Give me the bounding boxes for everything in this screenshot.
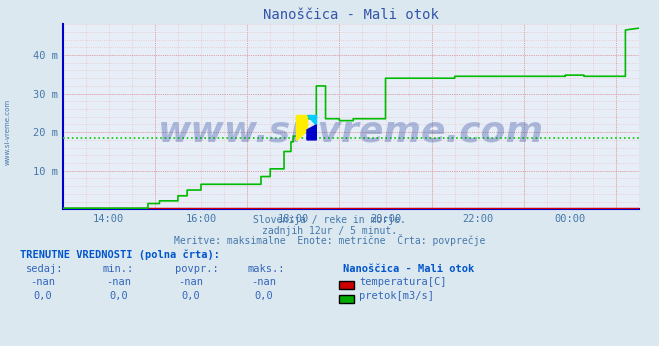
Text: maks.:: maks.: — [247, 264, 285, 274]
Polygon shape — [307, 115, 316, 125]
Text: 0,0: 0,0 — [182, 291, 200, 301]
Text: -nan: -nan — [251, 277, 276, 288]
Text: 0,0: 0,0 — [109, 291, 128, 301]
Polygon shape — [307, 125, 316, 140]
Polygon shape — [296, 115, 307, 140]
Text: Meritve: maksimalne  Enote: metrične  Črta: povprečje: Meritve: maksimalne Enote: metrične Črta… — [174, 234, 485, 246]
Text: 0,0: 0,0 — [254, 291, 273, 301]
Title: Nanoščica - Mali otok: Nanoščica - Mali otok — [263, 8, 439, 22]
Text: sedaj:: sedaj: — [26, 264, 64, 274]
Text: -nan: -nan — [30, 277, 55, 288]
Text: www.si-vreme.com: www.si-vreme.com — [158, 115, 544, 148]
Text: www.si-vreme.com: www.si-vreme.com — [5, 98, 11, 165]
Text: pretok[m3/s]: pretok[m3/s] — [359, 291, 434, 301]
Text: 0,0: 0,0 — [34, 291, 52, 301]
Text: Nanoščica - Mali otok: Nanoščica - Mali otok — [343, 264, 474, 274]
Text: -nan: -nan — [179, 277, 204, 288]
Text: zadnjih 12ur / 5 minut.: zadnjih 12ur / 5 minut. — [262, 226, 397, 236]
Text: TRENUTNE VREDNOSTI (polna črta):: TRENUTNE VREDNOSTI (polna črta): — [20, 249, 219, 260]
Text: min.:: min.: — [102, 264, 133, 274]
Text: Slovenija / reke in morje.: Slovenija / reke in morje. — [253, 215, 406, 225]
Text: -nan: -nan — [106, 277, 131, 288]
Text: temperatura[C]: temperatura[C] — [359, 277, 447, 288]
Text: povpr.:: povpr.: — [175, 264, 218, 274]
